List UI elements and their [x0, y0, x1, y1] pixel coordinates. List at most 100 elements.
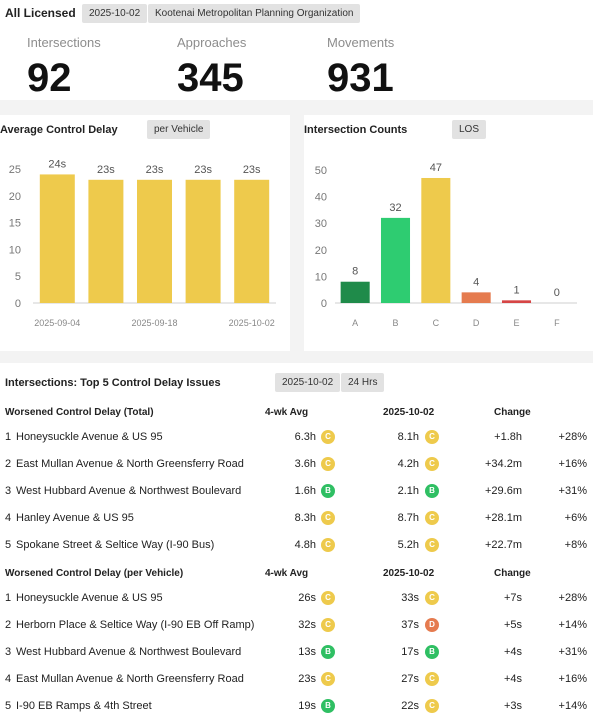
column-4wk-avg[interactable]: 4-wk Avg	[265, 568, 309, 579]
table-row[interactable]: 1 Honeysuckle Avenue & US 95 26s C 33s C +7s +2…	[0, 585, 593, 612]
bar-value-label: 23s	[97, 164, 115, 176]
current-value: 27s	[401, 673, 419, 685]
delay-chart-title: Average Control Delay	[0, 124, 118, 136]
los-badge: C	[321, 591, 335, 605]
bar-value-label: 1	[513, 284, 519, 296]
los-badge: C	[425, 457, 439, 471]
y-tick-label: 0	[15, 298, 21, 310]
intersection-name-link[interactable]: Honeysuckle Avenue & US 95	[16, 592, 163, 604]
kpi-approaches-label: Approaches	[177, 35, 247, 50]
table-row[interactable]: 5 Spokane Street & Seltice Way (I-90 Bus)…	[0, 532, 593, 559]
current-value: 17s	[401, 646, 419, 658]
avg-value: 1.6h	[294, 485, 316, 497]
x-tick-label: E	[513, 318, 519, 328]
issues-period-chip[interactable]: 24 Hrs	[341, 373, 385, 392]
section-header: Worsened Control Delay (per Vehicle) 4-wk…	[0, 563, 593, 585]
table-row[interactable]: 3 West Hubbard Avenue & Northwest Bouleva…	[0, 478, 593, 505]
table-row[interactable]: 3 West Hubbard Avenue & Northwest Bouleva…	[0, 639, 593, 666]
bar	[137, 179, 172, 303]
organization-chip[interactable]: Kootenai Metropolitan Planning Organizat…	[148, 4, 361, 23]
bar	[461, 292, 491, 303]
kpi-intersections-value: 92	[27, 56, 72, 100]
table-row[interactable]: 4 Hanley Avenue & US 95 8.3h C 8.7h C +28.1m +6…	[0, 505, 593, 532]
kpi-approaches-value: 345	[177, 56, 244, 100]
avg-value: 8.3h	[294, 512, 316, 524]
bar	[340, 281, 370, 303]
row-rank: 1	[5, 592, 12, 604]
change-percent: +16%	[558, 673, 587, 685]
change-value: +28.1m	[485, 512, 522, 524]
y-tick-label: 30	[315, 218, 327, 230]
issues-date-chip[interactable]: 2025-10-02	[275, 373, 341, 392]
bar-value-label: 0	[554, 287, 560, 299]
intersection-name-link[interactable]: Hanley Avenue & US 95	[16, 512, 134, 524]
table-row[interactable]: 2 Herborn Place & Seltice Way (I-90 EB Of…	[0, 612, 593, 639]
delay-bar-chart: 0 5 10 15 20 25 24s 2025-09-04 23s 23s 2025-09-18 2…	[9, 158, 276, 328]
change-value: +5s	[503, 619, 522, 631]
table-row[interactable]: 2 East Mullan Avenue & North Greensferry …	[0, 451, 593, 478]
los-badge: C	[321, 511, 335, 525]
issues-title: Intersections: Top 5 Control Delay Issue…	[5, 377, 221, 389]
los-badge: C	[321, 538, 335, 552]
current-value: 5.2h	[397, 539, 419, 551]
section-heading: Worsened Control Delay (Total)	[5, 407, 154, 418]
y-tick-label: 10	[315, 271, 327, 283]
los-bar-chart: 0 10 20 30 40 50 8 A 32 B 47 C 4 D 1 E 0 F	[315, 162, 577, 328]
los-badge: C	[425, 672, 439, 686]
row-rank: 5	[5, 700, 12, 712]
bar-value-label: 32	[389, 202, 401, 214]
intersection-name-link[interactable]: West Hubbard Avenue & Northwest Boulevar…	[16, 646, 242, 658]
table-row[interactable]: 1 Honeysuckle Avenue & US 95 6.3h C 8.1h C +1.…	[0, 424, 593, 451]
los-badge: C	[425, 430, 439, 444]
los-toggle[interactable]: LOS	[452, 120, 487, 139]
avg-value: 13s	[298, 646, 316, 658]
row-rank: 1	[5, 431, 12, 443]
intersection-name-link[interactable]: East Mullan Avenue & North Greensferry R…	[16, 673, 244, 685]
row-rank: 2	[5, 619, 12, 631]
table-row[interactable]: 5 I-90 EB Ramps & 4th Street 19s B 22s C +3s +1…	[0, 693, 593, 720]
issues-panel: Intersections: Top 5 Control Delay Issue…	[0, 363, 593, 720]
change-value: +4s	[503, 646, 522, 658]
bar	[88, 179, 124, 303]
row-rank: 3	[5, 646, 12, 658]
column-change[interactable]: Change	[494, 407, 531, 418]
column-4wk-avg[interactable]: 4-wk Avg	[265, 407, 309, 418]
avg-value: 4.8h	[294, 539, 316, 551]
date-chip[interactable]: 2025-10-02	[82, 4, 148, 23]
x-tick-label: 2025-10-02	[229, 318, 275, 328]
column-date[interactable]: 2025-10-02	[383, 568, 435, 579]
delay-unit-toggle[interactable]: per Vehicle	[147, 120, 211, 139]
y-tick-label: 10	[9, 244, 21, 256]
column-change[interactable]: Change	[494, 568, 531, 579]
change-percent: +31%	[558, 485, 587, 497]
summary-panel: All Licensed 2025-10-02 Kootenai Metropo…	[0, 0, 593, 100]
los-badge: D	[425, 618, 439, 632]
intersection-name-link[interactable]: I-90 EB Ramps & 4th Street	[16, 700, 152, 712]
avg-value: 19s	[298, 700, 316, 712]
intersection-name-link[interactable]: Herborn Place & Seltice Way (I-90 EB Off…	[16, 619, 255, 631]
column-date[interactable]: 2025-10-02	[383, 407, 435, 418]
bar	[39, 174, 75, 303]
change-percent: +28%	[558, 431, 587, 443]
intersection-name-link[interactable]: East Mullan Avenue & North Greensferry R…	[16, 458, 244, 470]
intersection-name-link[interactable]: West Hubbard Avenue & Northwest Boulevar…	[16, 485, 242, 497]
avg-value: 6.3h	[294, 431, 316, 443]
issues-table: Worsened Control Delay (Total) 4-wk Avg 20…	[0, 363, 593, 720]
row-rank: 4	[5, 512, 12, 524]
los-badge: C	[425, 699, 439, 713]
intersection-name-link[interactable]: Honeysuckle Avenue & US 95	[16, 431, 163, 443]
change-value: +4s	[503, 673, 522, 685]
x-tick-label: D	[473, 318, 480, 328]
los-badge: B	[321, 699, 335, 713]
y-tick-label: 20	[9, 191, 21, 203]
change-percent: +6%	[564, 512, 587, 524]
change-value: +22.7m	[485, 539, 522, 551]
bar-value-label: 23s	[146, 164, 164, 176]
intersection-name-link[interactable]: Spokane Street & Seltice Way (I-90 Bus)	[16, 539, 215, 551]
avg-value: 26s	[298, 592, 316, 604]
avg-value: 32s	[298, 619, 316, 631]
bar-value-label: 24s	[48, 158, 66, 170]
table-row[interactable]: 4 East Mullan Avenue & North Greensferry …	[0, 666, 593, 693]
bar	[501, 300, 532, 303]
kpi-movements-label: Movements	[327, 35, 395, 50]
